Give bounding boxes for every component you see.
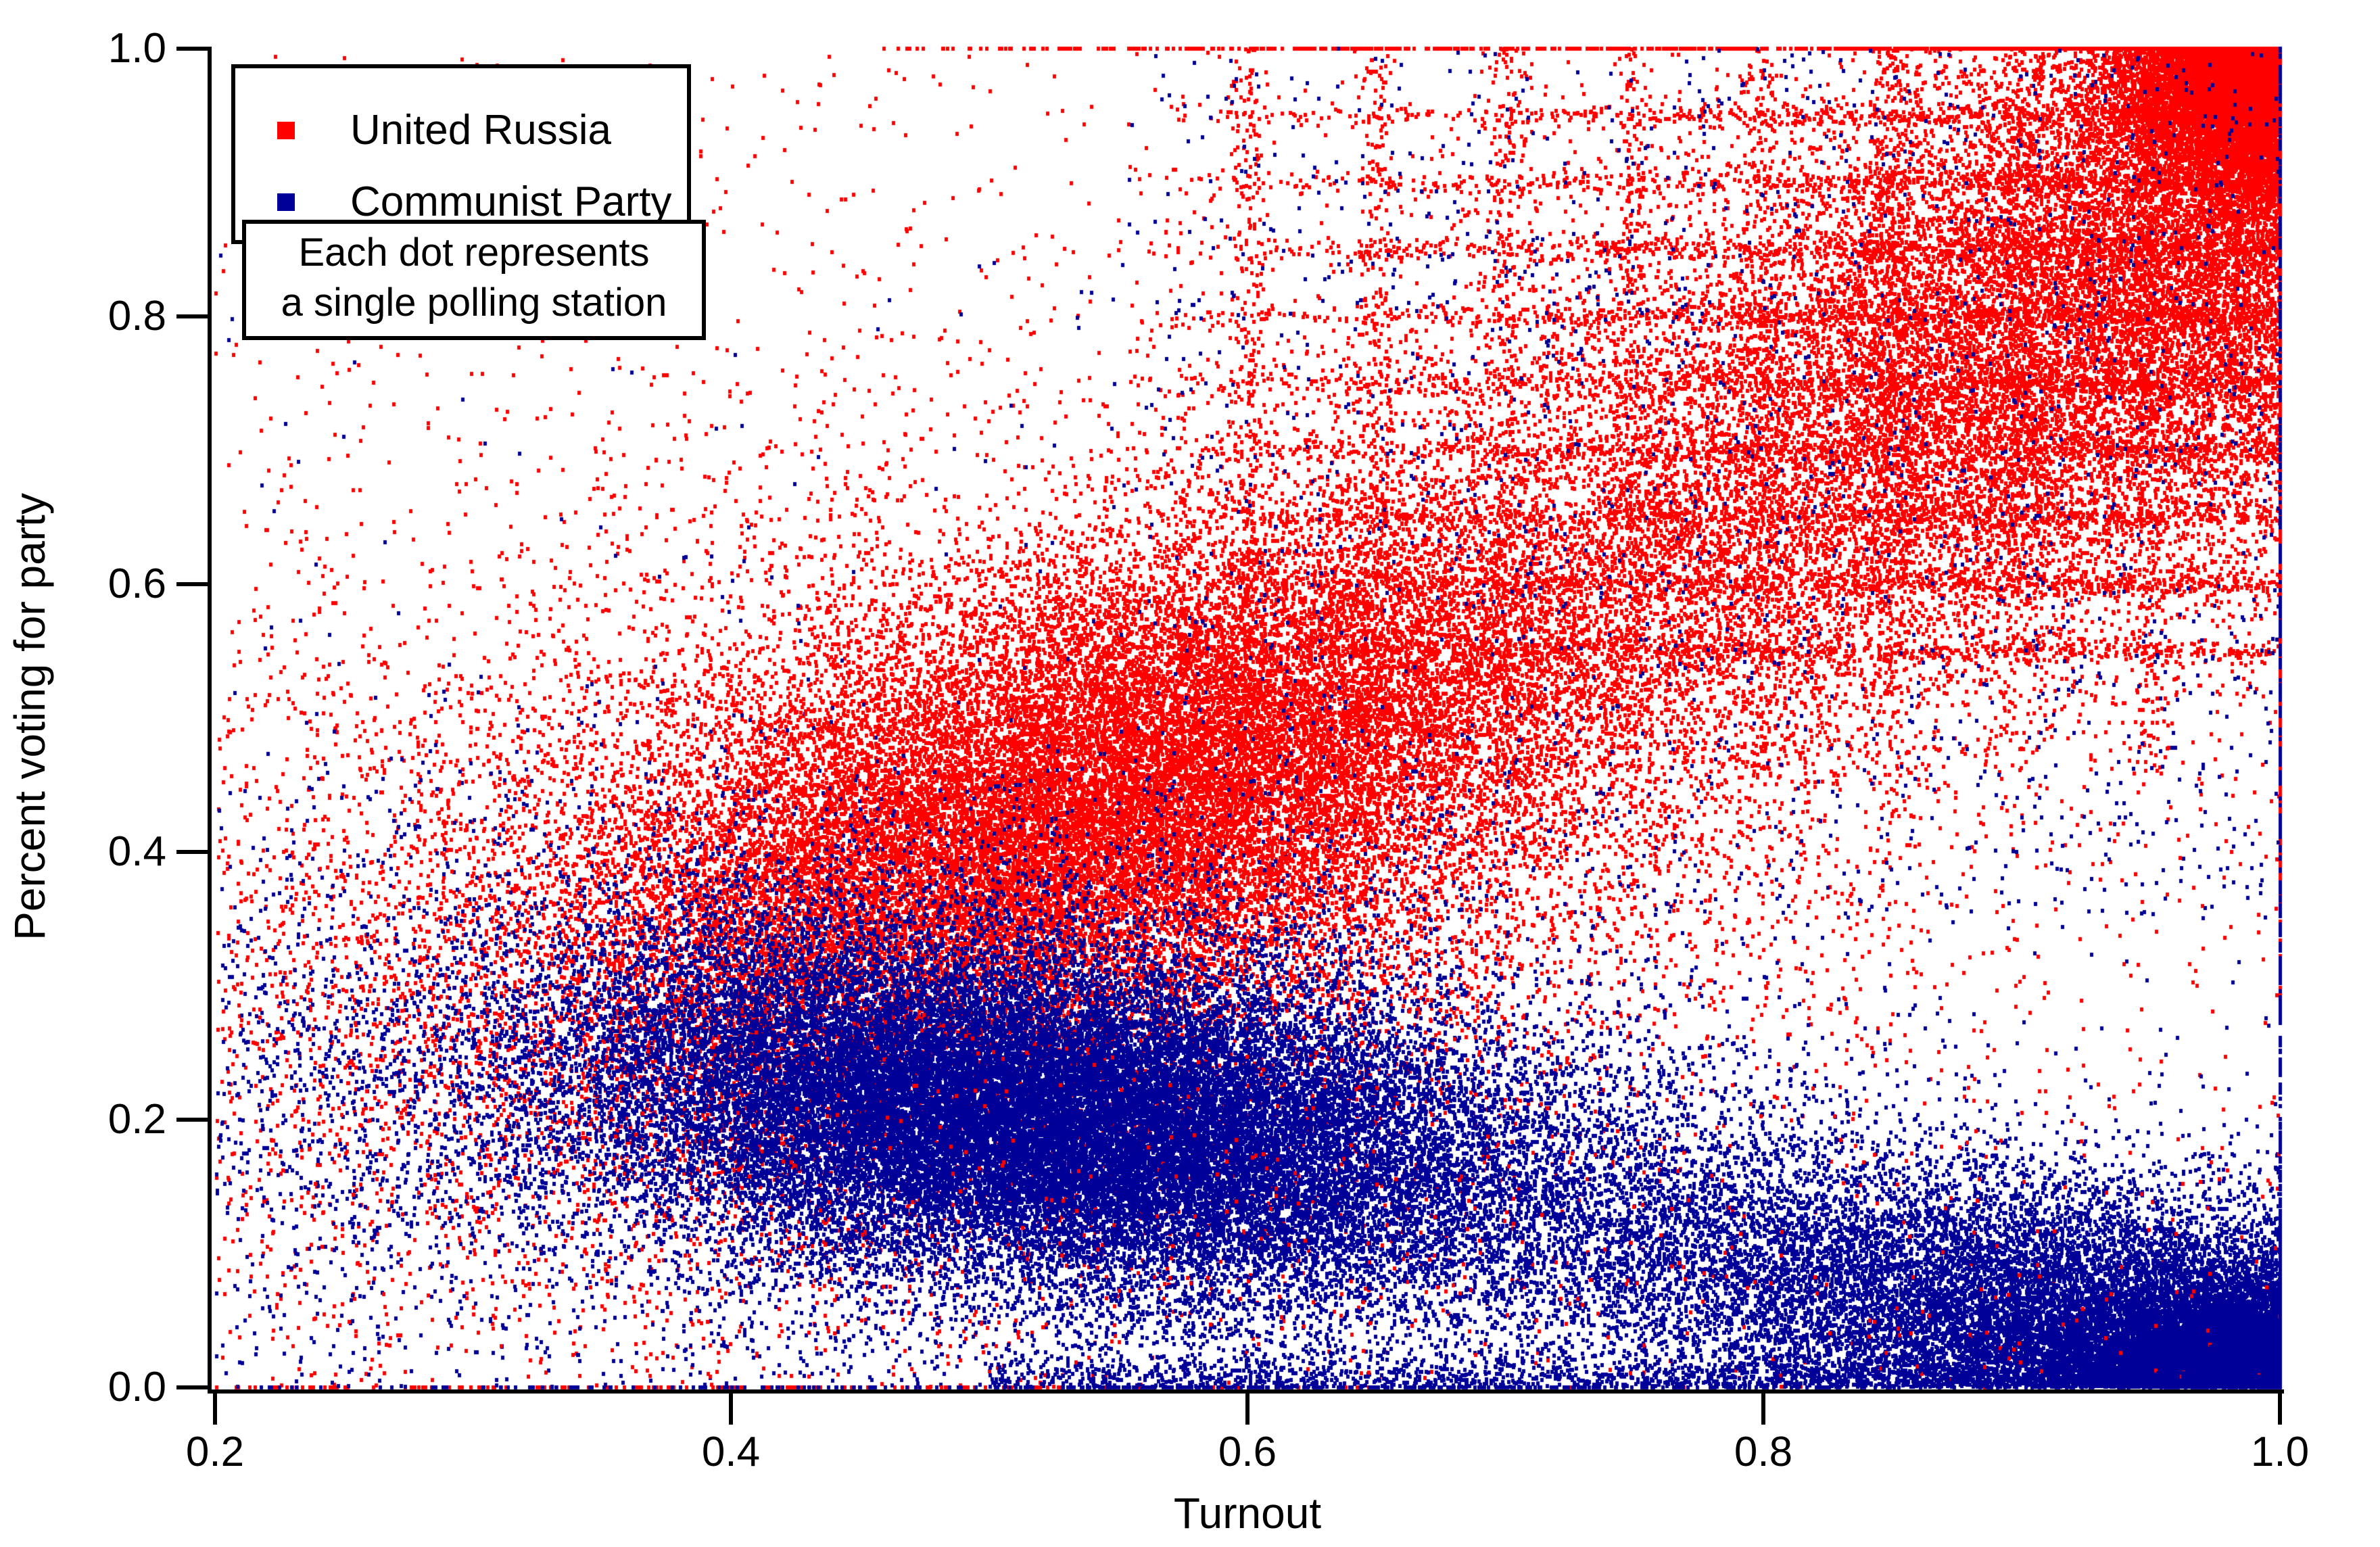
x-tick-0.6 (1245, 1394, 1250, 1425)
annotation-line-2: a single polling station (281, 281, 667, 325)
legend: United Russia Communist Party (231, 64, 691, 244)
x-axis-spine (208, 1389, 2284, 1394)
legend-marker-communist-party (277, 193, 295, 211)
x-tick-label: 0.6 (1218, 1429, 1277, 1475)
x-tick-label: 0.2 (185, 1429, 245, 1475)
annotation-line-1: Each dot represents (298, 231, 650, 275)
y-tick-label: 0.2 (108, 1096, 166, 1143)
y-tick-0.6 (176, 582, 208, 586)
x-tick-0.4 (729, 1394, 733, 1425)
y-tick-0.2 (176, 1118, 208, 1122)
x-tick-0.2 (213, 1394, 217, 1425)
x-tick-0.8 (1761, 1394, 1765, 1425)
y-tick-0.8 (176, 314, 208, 318)
legend-label-united-russia: United Russia (350, 107, 611, 153)
y-tick-label: 0.4 (108, 828, 166, 875)
y-tick-1.0 (176, 47, 208, 51)
y-tick-label: 1.0 (108, 25, 166, 72)
y-axis-title: Percent voting for party (5, 493, 54, 941)
x-tick-label: 0.4 (701, 1429, 761, 1475)
legend-label-communist-party: Communist Party (350, 178, 672, 225)
y-axis-spine (208, 47, 212, 1394)
annotation-box: Each dot represents a single polling sta… (242, 220, 706, 340)
legend-marker-united-russia (277, 122, 295, 139)
y-tick-0.0 (176, 1385, 208, 1389)
y-tick-label: 0.0 (108, 1364, 166, 1410)
x-tick-label: 0.8 (1734, 1429, 1793, 1475)
y-tick-0.4 (176, 850, 208, 854)
y-tick-label: 0.8 (108, 293, 166, 339)
x-axis-title: Turnout (1173, 1489, 1322, 1538)
x-tick-label: 1.0 (2250, 1429, 2310, 1475)
y-tick-label: 0.6 (108, 561, 166, 607)
x-tick-1.0 (2278, 1394, 2282, 1425)
